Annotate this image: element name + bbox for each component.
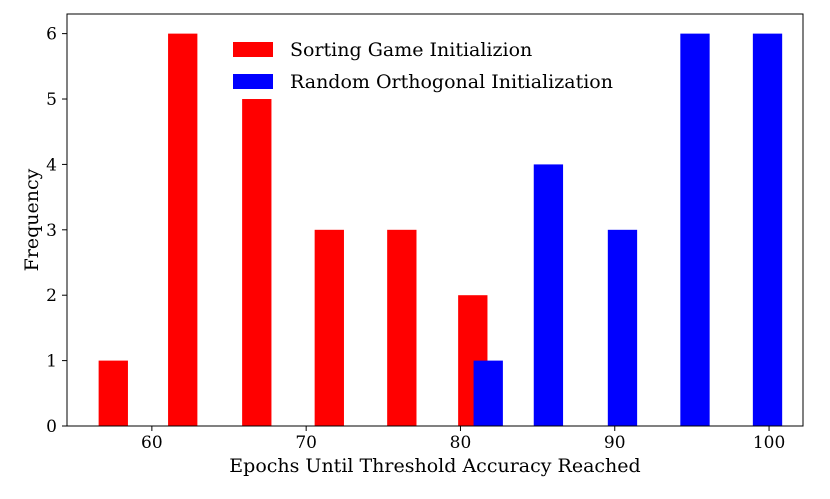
y-tick-label: 5 (46, 90, 57, 110)
x-tick-label: 90 (604, 433, 626, 453)
y-tick-label: 3 (46, 221, 57, 241)
bar-series-1-66.8 (242, 99, 272, 427)
y-axis-title: Frequency (21, 168, 43, 271)
y-axis-ticks: 0 1 2 3 4 5 6 (46, 25, 67, 437)
y-tick-label: 6 (46, 25, 57, 45)
y-tick-label: 1 (46, 352, 57, 372)
legend-label-2: Random Orthogonal Initialization (290, 71, 613, 93)
bar-series-2-95.2 (680, 33, 710, 426)
bar-series-2-90.5 (607, 229, 638, 426)
y-tick-label: 2 (46, 286, 57, 306)
y-tick-label: 0 (46, 417, 57, 437)
bar-series-2-81.8 (473, 360, 503, 426)
bar-series-1-57.5 (98, 360, 128, 426)
bar-series-2-85.7 (533, 164, 564, 426)
x-axis-ticks: 60 70 80 90 100 (141, 426, 785, 453)
legend-swatch-1 (233, 42, 273, 57)
bar-series-1-62 (168, 33, 198, 426)
legend-label-1: Sorting Game Initializion (290, 39, 532, 61)
x-axis-title: Epochs Until Threshold Accuracy Reached (229, 455, 640, 477)
bar-series-2-99.9 (752, 33, 783, 426)
bar-series-1-76.2 (387, 229, 417, 426)
legend: Sorting Game Initializion Random Orthogon… (233, 39, 613, 93)
bars-layer (98, 33, 783, 427)
x-tick-label: 70 (295, 433, 317, 453)
plot-frame (66, 13, 804, 427)
legend-swatch-2 (233, 74, 273, 89)
x-tick-label: 80 (450, 433, 472, 453)
x-tick-label: 100 (753, 433, 785, 453)
x-tick-label: 60 (141, 433, 163, 453)
y-tick-label: 4 (46, 155, 57, 175)
bar-series-1-71.5 (314, 229, 344, 426)
